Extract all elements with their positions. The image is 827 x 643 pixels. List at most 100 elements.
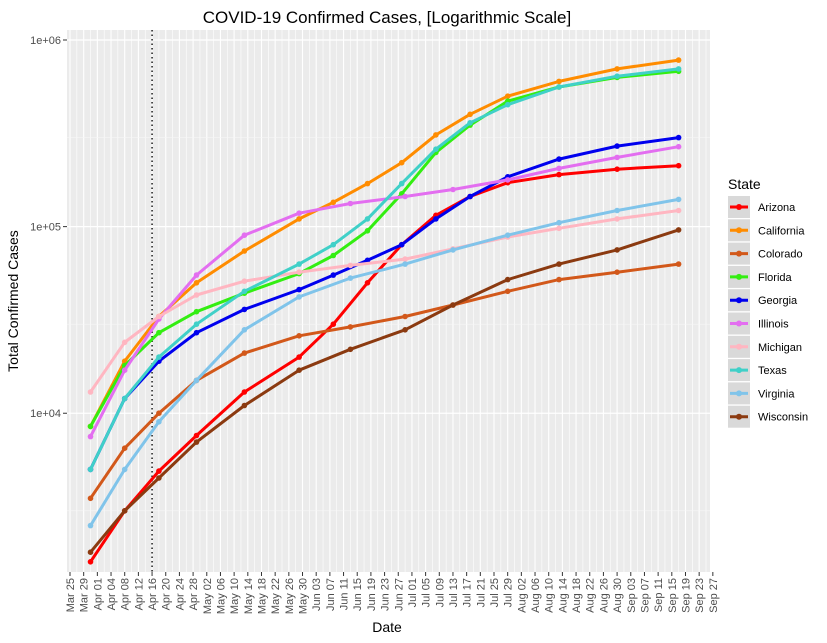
data-point <box>467 120 473 126</box>
data-point <box>402 327 408 333</box>
data-point <box>675 207 682 214</box>
legend-item-illinois: Illinois <box>728 312 789 335</box>
data-point <box>433 132 439 138</box>
data-point <box>193 272 200 278</box>
data-point <box>614 207 620 214</box>
data-point <box>347 200 354 207</box>
data-point <box>504 177 511 183</box>
chart-title: COVID-19 Confirmed Cases, [Logarithmic S… <box>203 8 571 27</box>
data-point <box>156 419 162 425</box>
data-point <box>121 508 128 514</box>
x-tick-label: Sep 23 <box>694 578 706 613</box>
data-point <box>241 402 248 409</box>
data-point <box>156 410 162 417</box>
data-point <box>121 466 128 473</box>
legend-key-point <box>736 367 742 374</box>
series-colorado <box>87 261 682 502</box>
x-tick-label: Sep 15 <box>667 578 679 613</box>
series-layer <box>87 57 682 565</box>
x-tick-label: Sep 19 <box>681 578 693 613</box>
data-point <box>556 78 562 85</box>
legend-item-texas: Texas <box>728 359 787 382</box>
y-tick-label: 1e+05 <box>30 222 61 234</box>
legend-label: Colorado <box>758 249 803 261</box>
data-point <box>193 329 200 336</box>
data-point <box>450 186 456 193</box>
data-point <box>450 302 456 308</box>
legend-label: Wisconsin <box>758 412 808 424</box>
x-tick-label: Jun 11 <box>339 578 351 610</box>
data-point <box>364 280 371 286</box>
data-point <box>193 321 200 328</box>
x-tick-label: Jun 03 <box>311 578 323 611</box>
x-tick-label: Apr 20 <box>161 578 173 610</box>
legend-key-point <box>736 273 742 280</box>
data-point <box>675 196 682 203</box>
data-point <box>433 216 439 222</box>
x-tick-label: Jul 17 <box>462 578 474 607</box>
data-point <box>467 193 473 200</box>
data-point <box>87 559 94 565</box>
data-point <box>296 333 302 339</box>
data-point <box>556 84 562 90</box>
data-point <box>675 227 682 233</box>
x-axis-ticks: Mar 25 Mar 29 Apr 01 Apr 04 Apr 08 Apr 12 Apr … <box>65 572 720 614</box>
y-axis-ticks: 1e+04 1e+05 1e+06 <box>30 35 67 420</box>
data-point <box>121 395 128 402</box>
data-point <box>193 308 200 315</box>
data-point <box>121 367 128 374</box>
data-point <box>614 166 620 172</box>
data-point <box>296 216 302 222</box>
legend-key-point <box>736 413 742 420</box>
legend-item-florida: Florida <box>728 265 793 288</box>
data-point <box>504 101 511 108</box>
data-point <box>675 66 682 72</box>
x-tick-label: Sep 03 <box>626 578 638 613</box>
legend-item-california: California <box>728 219 805 242</box>
x-tick-label: May 30 <box>298 578 310 614</box>
data-point <box>296 261 302 267</box>
x-tick-label: Apr 12 <box>133 578 145 610</box>
x-tick-label: Jun 23 <box>380 578 392 611</box>
data-point <box>402 256 408 262</box>
x-tick-label: Jul 25 <box>489 578 501 607</box>
y-axis-title: Total Confirmed Cases <box>5 230 21 372</box>
x-tick-label: Jul 13 <box>448 578 460 607</box>
legend-item-michigan: Michigan <box>728 335 802 358</box>
x-tick-label: Apr 16 <box>147 578 159 610</box>
x-tick-label: Aug 22 <box>585 578 597 613</box>
x-tick-label: May 02 <box>202 578 214 614</box>
x-tick-label: Jul 05 <box>421 578 433 607</box>
x-tick-label: Aug 02 <box>516 578 528 613</box>
data-point <box>364 257 371 264</box>
legend-key-point <box>736 250 742 257</box>
data-point <box>87 549 94 555</box>
data-point <box>330 321 337 328</box>
data-point <box>156 475 162 481</box>
data-point <box>504 93 511 99</box>
x-tick-label: Apr 24 <box>174 578 186 610</box>
legend-key-point <box>736 343 742 350</box>
legend-label: Arizona <box>758 202 796 214</box>
x-tick-label: Mar 29 <box>79 578 91 612</box>
data-point <box>241 306 248 313</box>
x-tick-label: Jul 09 <box>434 578 446 607</box>
legend-key-point <box>736 227 742 234</box>
data-point <box>556 219 562 226</box>
data-point <box>556 276 562 283</box>
x-tick-label: Apr 04 <box>106 578 118 610</box>
data-point <box>87 423 94 430</box>
legend-item-wisconsin: Wisconsin <box>728 405 808 428</box>
data-point <box>156 313 162 320</box>
data-point <box>433 146 439 152</box>
legend-title: State <box>728 176 761 192</box>
series-michigan <box>87 207 682 395</box>
data-point <box>364 216 371 222</box>
y-tick-label: 1e+06 <box>30 35 61 47</box>
data-point <box>556 156 562 162</box>
legend-key-point <box>736 390 742 397</box>
data-point <box>87 389 94 395</box>
legend-label: Georgia <box>758 295 798 307</box>
data-point <box>156 468 162 474</box>
